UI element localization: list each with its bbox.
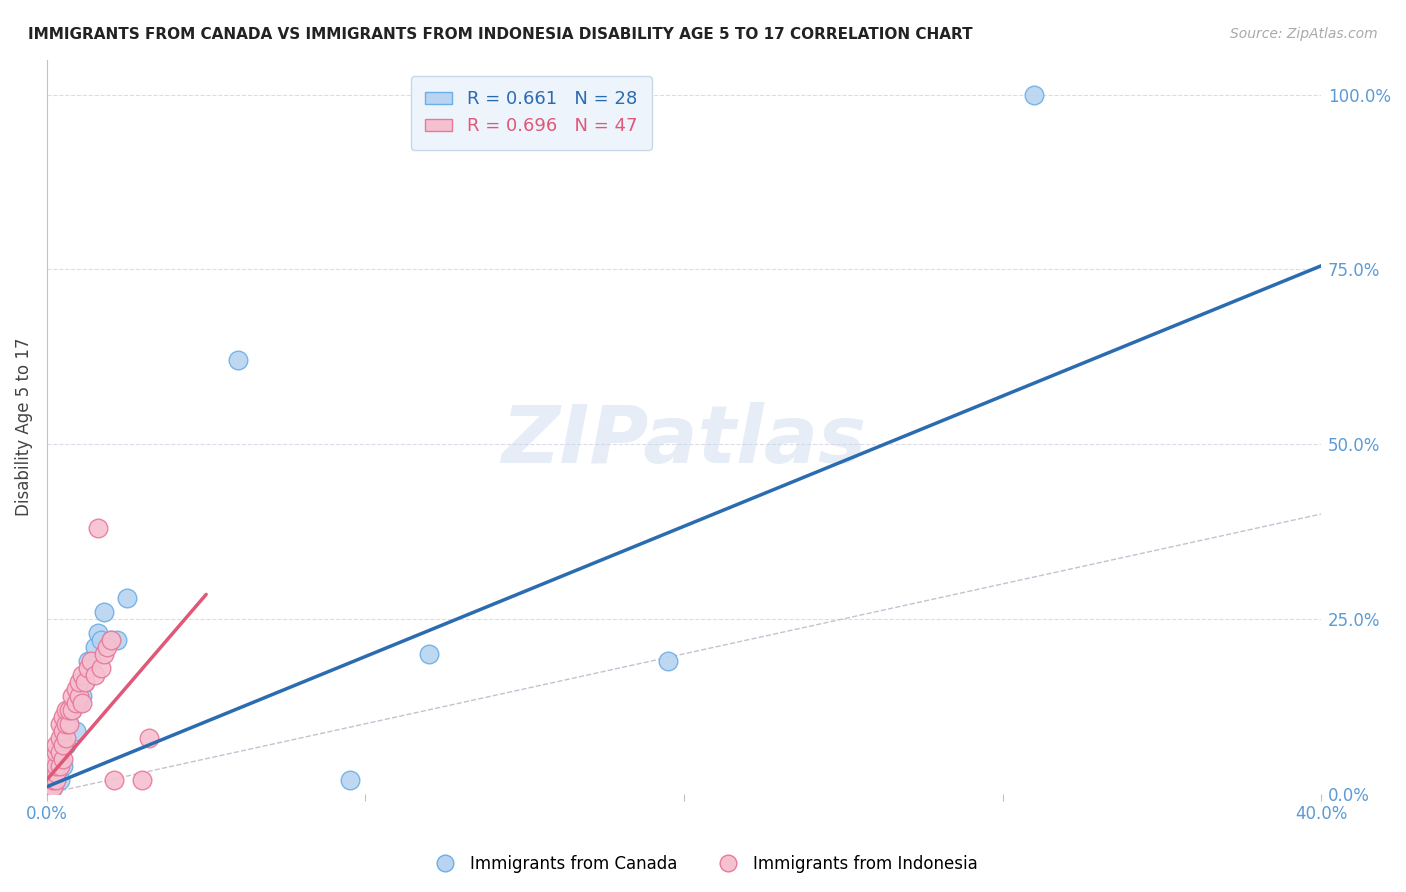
Point: [55, 703, 77, 717]
Point: [58, 716, 80, 731]
Point: [75, 674, 97, 689]
Point: [52, 738, 75, 752]
Point: [58, 703, 80, 717]
Text: Source: ZipAtlas.com: Source: ZipAtlas.com: [1230, 27, 1378, 41]
Point: [100, 632, 122, 647]
Point: [45, 758, 67, 772]
Point: [55, 716, 77, 731]
Point: [39, 772, 62, 787]
Point: [45, 738, 67, 752]
Point: [42, 758, 65, 772]
Point: [45, 758, 67, 772]
Point: [55, 738, 77, 752]
Point: [77, 654, 100, 668]
Point: [90, 632, 112, 647]
Point: [48, 772, 70, 787]
Point: [115, 591, 138, 605]
Point: [45, 772, 67, 787]
Point: [67, 674, 90, 689]
Text: ZIPatlas: ZIPatlas: [502, 402, 866, 480]
Point: [83, 640, 105, 654]
Point: [87, 626, 110, 640]
Point: [42, 765, 65, 780]
Point: [87, 521, 110, 535]
Point: [60, 703, 83, 717]
Point: [67, 689, 90, 703]
Point: [39, 783, 62, 797]
Point: [75, 674, 97, 689]
Point: [90, 661, 112, 675]
Point: [39, 765, 62, 780]
Point: [58, 716, 80, 731]
Point: [42, 780, 65, 794]
Legend: R = 0.661   N = 28, R = 0.696   N = 47: R = 0.661 N = 28, R = 0.696 N = 47: [411, 76, 651, 150]
Point: [60, 689, 83, 703]
Point: [77, 661, 100, 675]
Point: [48, 745, 70, 759]
Point: [657, 654, 679, 668]
Point: [39, 780, 62, 794]
Point: [65, 723, 87, 738]
Point: [42, 772, 65, 787]
Point: [93, 647, 115, 661]
Legend: Immigrants from Canada, Immigrants from Indonesia: Immigrants from Canada, Immigrants from …: [422, 848, 984, 880]
Point: [48, 731, 70, 745]
Text: IMMIGRANTS FROM CANADA VS IMMIGRANTS FROM INDONESIA DISABILITY AGE 5 TO 17 CORRE: IMMIGRANTS FROM CANADA VS IMMIGRANTS FRO…: [28, 27, 973, 42]
Point: [1024, 87, 1046, 102]
Y-axis label: Disability Age 5 to 17: Disability Age 5 to 17: [15, 337, 32, 516]
Point: [52, 731, 75, 745]
Point: [52, 723, 75, 738]
Point: [80, 654, 103, 668]
Point: [83, 668, 105, 682]
Point: [418, 647, 440, 661]
Point: [226, 353, 249, 368]
Point: [105, 632, 128, 647]
Point: [39, 783, 62, 797]
Point: [70, 689, 93, 703]
Point: [65, 681, 87, 696]
Point: [67, 696, 90, 710]
Point: [70, 668, 93, 682]
Point: [52, 758, 75, 772]
Point: [65, 696, 87, 710]
Point: [42, 752, 65, 766]
Point: [42, 772, 65, 787]
Point: [138, 731, 160, 745]
Point: [48, 716, 70, 731]
Point: [48, 745, 70, 759]
Point: [131, 772, 153, 787]
Point: [96, 640, 118, 654]
Point: [100, 632, 122, 647]
Point: [45, 765, 67, 780]
Point: [339, 772, 361, 787]
Point: [93, 605, 115, 619]
Point: [103, 772, 125, 787]
Point: [48, 758, 70, 772]
Point: [52, 710, 75, 724]
Point: [60, 703, 83, 717]
Point: [45, 745, 67, 759]
Point: [55, 731, 77, 745]
Point: [70, 696, 93, 710]
Point: [42, 780, 65, 794]
Point: [52, 752, 75, 766]
